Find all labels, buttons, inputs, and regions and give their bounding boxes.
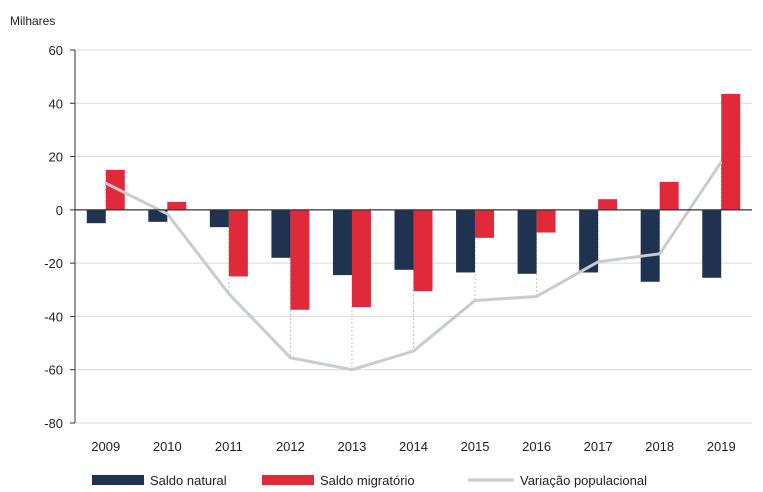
x-tick-label: 2016 <box>522 439 551 454</box>
x-tick-label: 2013 <box>337 439 366 454</box>
gridlines <box>75 49 752 424</box>
bar-saldo-migratorio-2009 <box>105 169 125 210</box>
bar-saldo-natural-2009 <box>86 209 106 224</box>
bar-saldo-natural-2015 <box>456 209 476 273</box>
x-tick-label: 2015 <box>461 439 490 454</box>
x-tick-label: 2017 <box>584 439 613 454</box>
bar-saldo-natural-2010 <box>148 209 168 222</box>
bar-saldo-natural-2016 <box>517 209 537 274</box>
bar-saldo-natural-2012 <box>271 209 291 258</box>
legend-item: Variação populacional <box>468 473 647 488</box>
bar-saldo-migratorio-2010 <box>167 201 187 210</box>
y-tick-label: 20 <box>49 150 63 165</box>
bar-saldo-migratorio-2017 <box>598 199 618 210</box>
bars <box>86 93 741 310</box>
x-tick-label: 2010 <box>153 439 182 454</box>
axes <box>70 49 752 424</box>
bar-saldo-migratorio-2013 <box>351 209 371 308</box>
bar-saldo-migratorio-2018 <box>659 181 679 210</box>
y-tick-label: 40 <box>49 96 63 111</box>
legend-item: Saldo migratório <box>262 473 415 488</box>
bar-saldo-natural-2018 <box>640 209 660 282</box>
bar-saldo-migratorio-2012 <box>290 209 310 310</box>
x-tick-label: 2018 <box>645 439 674 454</box>
legend: Saldo natural Saldo migratório Variação po… <box>92 473 647 488</box>
population-line <box>105 161 723 372</box>
y-tick-label: 60 <box>49 43 63 58</box>
y-unit-label: Milhares <box>10 14 55 28</box>
bar-saldo-migratorio-2015 <box>475 209 495 238</box>
tick-labels: 60 40 20 0 -20 -40 -60 -80 2009 2010 2011 2012 2013 2… <box>44 43 735 454</box>
x-tick-label: 2019 <box>707 439 736 454</box>
legend-swatch <box>92 475 144 485</box>
legend-label: Variação populacional <box>520 473 647 488</box>
bar-saldo-migratorio-2016 <box>536 209 556 233</box>
x-tick-label: 2011 <box>215 439 243 454</box>
bar-saldo-migratorio-2019 <box>721 93 741 210</box>
legend-swatch <box>262 475 314 485</box>
bar-saldo-natural-2013 <box>332 209 352 276</box>
legend-label: Saldo migratório <box>320 473 415 488</box>
bar-saldo-natural-2017 <box>579 209 599 273</box>
line-variacao-populacional <box>105 161 723 372</box>
bar-saldo-natural-2014 <box>394 209 414 270</box>
x-tick-label: 2012 <box>276 439 305 454</box>
x-tick-label: 2014 <box>399 439 428 454</box>
y-tick-label: -60 <box>44 363 63 378</box>
y-tick-label: -20 <box>44 256 63 271</box>
y-tick-label: -40 <box>44 309 63 324</box>
y-tick-label: -80 <box>44 416 63 431</box>
bar-saldo-natural-2011 <box>209 209 229 228</box>
legend-label: Saldo natural <box>150 473 227 488</box>
x-tick-label: 2009 <box>91 439 120 454</box>
bar-saldo-migratorio-2014 <box>413 209 433 292</box>
legend-item: Saldo natural <box>92 473 227 488</box>
bar-saldo-migratorio-2011 <box>228 209 248 277</box>
y-tick-label: 0 <box>56 203 63 218</box>
bar-saldo-natural-2019 <box>702 209 722 278</box>
